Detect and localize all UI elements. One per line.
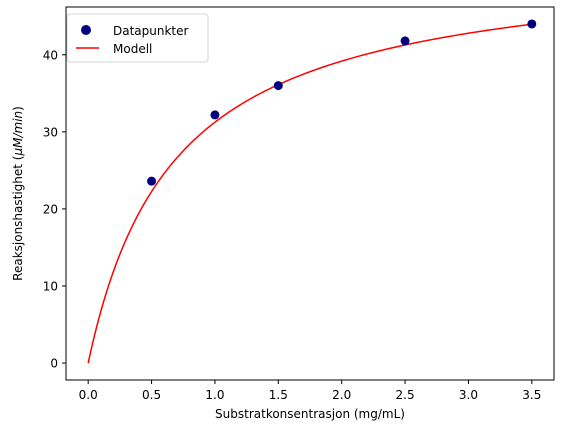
y-tick-label: 30 xyxy=(43,125,58,139)
axes-frame xyxy=(65,6,555,381)
x-tick-label: 2.5 xyxy=(396,388,415,402)
y-axis-label-unit: μM/min xyxy=(11,111,25,157)
data-point xyxy=(400,36,410,46)
data-point xyxy=(147,176,157,186)
x-tick-label: 3.5 xyxy=(522,388,541,402)
data-point xyxy=(527,19,537,29)
y-axis-label-close: ) xyxy=(11,106,25,111)
x-tick-label: 2.0 xyxy=(332,388,351,402)
y-tick-label: 20 xyxy=(43,202,58,216)
y-axis-ticks: 0 10 20 30 40 xyxy=(43,48,66,371)
legend: Datapunkter Modell xyxy=(66,13,209,63)
plot-area xyxy=(87,23,532,364)
data-points xyxy=(147,19,537,186)
model-line xyxy=(87,23,532,364)
data-point xyxy=(273,81,283,91)
x-axis-ticks: 0.0 0.5 1.0 1.5 2.0 2.5 3.0 3.5 xyxy=(79,380,541,402)
legend-label-datapunkter: Datapunkter xyxy=(113,24,189,38)
y-axis-label-main: Reaksjonshastighet ( xyxy=(11,156,25,281)
x-tick-label: 1.0 xyxy=(205,388,224,402)
x-tick-label: 3.0 xyxy=(459,388,478,402)
x-tick-label: 1.5 xyxy=(269,388,288,402)
y-tick-label: 0 xyxy=(50,357,58,371)
legend-label-modell: Modell xyxy=(113,42,152,56)
y-tick-label: 10 xyxy=(43,279,58,293)
x-tick-label: 0.5 xyxy=(142,388,161,402)
x-axis-label: Substratkonsentrasjon (mg/mL) xyxy=(215,407,405,421)
x-tick-label: 0.0 xyxy=(79,388,98,402)
legend-marker-datapunkter xyxy=(81,25,91,35)
y-axis-label: Reaksjonshastighet (μM/min) xyxy=(11,106,25,281)
data-point xyxy=(210,110,220,120)
y-tick-label: 40 xyxy=(43,48,58,62)
legend-box xyxy=(66,13,209,63)
